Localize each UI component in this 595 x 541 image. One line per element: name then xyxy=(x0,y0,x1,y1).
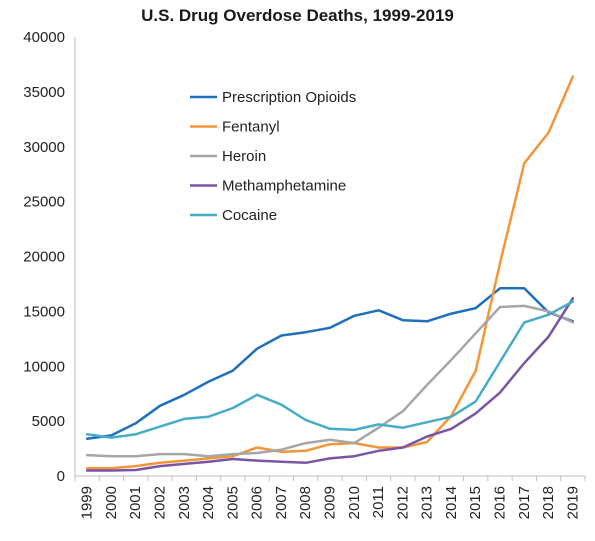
y-tick-label: 15000 xyxy=(23,303,65,320)
y-tick-label: 40000 xyxy=(23,29,65,46)
series-line-fentanyl xyxy=(85,75,575,470)
y-tick-label: 25000 xyxy=(23,194,65,211)
x-tick-label: 2012 xyxy=(394,486,411,519)
x-tick-label: 2017 xyxy=(516,486,533,519)
x-tick-label: 2016 xyxy=(492,486,509,519)
x-tick-label: 2001 xyxy=(127,486,144,519)
x-tick-label: 2018 xyxy=(540,486,557,519)
x-tick-label: 2008 xyxy=(297,486,314,519)
axes-layer: 0 5000 10000 15000 20000 25000 30000 35000 40000… xyxy=(23,29,586,519)
x-tick-label: 2019 xyxy=(564,486,581,519)
x-tick-label: 2000 xyxy=(103,486,120,519)
x-tick-label: 1999 xyxy=(79,486,96,519)
legend: Prescription Opioids Fentanyl Heroin Metham… xyxy=(190,89,356,224)
x-tick-label: 2015 xyxy=(467,486,484,519)
legend-label: Prescription Opioids xyxy=(222,89,356,106)
y-tick-label: 35000 xyxy=(23,84,65,101)
x-tick-label: 2005 xyxy=(224,486,241,519)
legend-label: Methamphetamine xyxy=(222,178,346,195)
x-tick-label: 2014 xyxy=(443,486,460,519)
x-tick-label: 2007 xyxy=(273,486,290,519)
x-tick-label: 2010 xyxy=(346,486,363,519)
chart-title: U.S. Drug Overdose Deaths, 1999-2019 xyxy=(141,6,454,25)
y-tick-label: 20000 xyxy=(23,249,65,266)
y-tick-label: 10000 xyxy=(23,358,65,375)
x-tick-label: 2002 xyxy=(152,486,169,519)
series-line-methamphetamine xyxy=(85,296,575,472)
x-tick-label: 2011 xyxy=(370,486,387,518)
legend-label: Cocaine xyxy=(222,207,277,224)
series-line-cocaine xyxy=(85,300,575,439)
x-tick-label: 2009 xyxy=(322,486,339,519)
y-tick-label: 30000 xyxy=(23,139,65,156)
series-line-heroin xyxy=(85,304,575,458)
legend-label: Fentanyl xyxy=(222,119,280,136)
x-tick-label: 2013 xyxy=(419,486,436,519)
y-tick-label: 5000 xyxy=(32,413,65,430)
x-tick-label: 2006 xyxy=(249,486,266,519)
x-tick-label: 2004 xyxy=(200,486,217,519)
x-tick-label: 2003 xyxy=(176,486,193,519)
series-layer xyxy=(85,75,575,472)
y-tick-label: 0 xyxy=(57,468,65,485)
legend-label: Heroin xyxy=(222,148,266,165)
